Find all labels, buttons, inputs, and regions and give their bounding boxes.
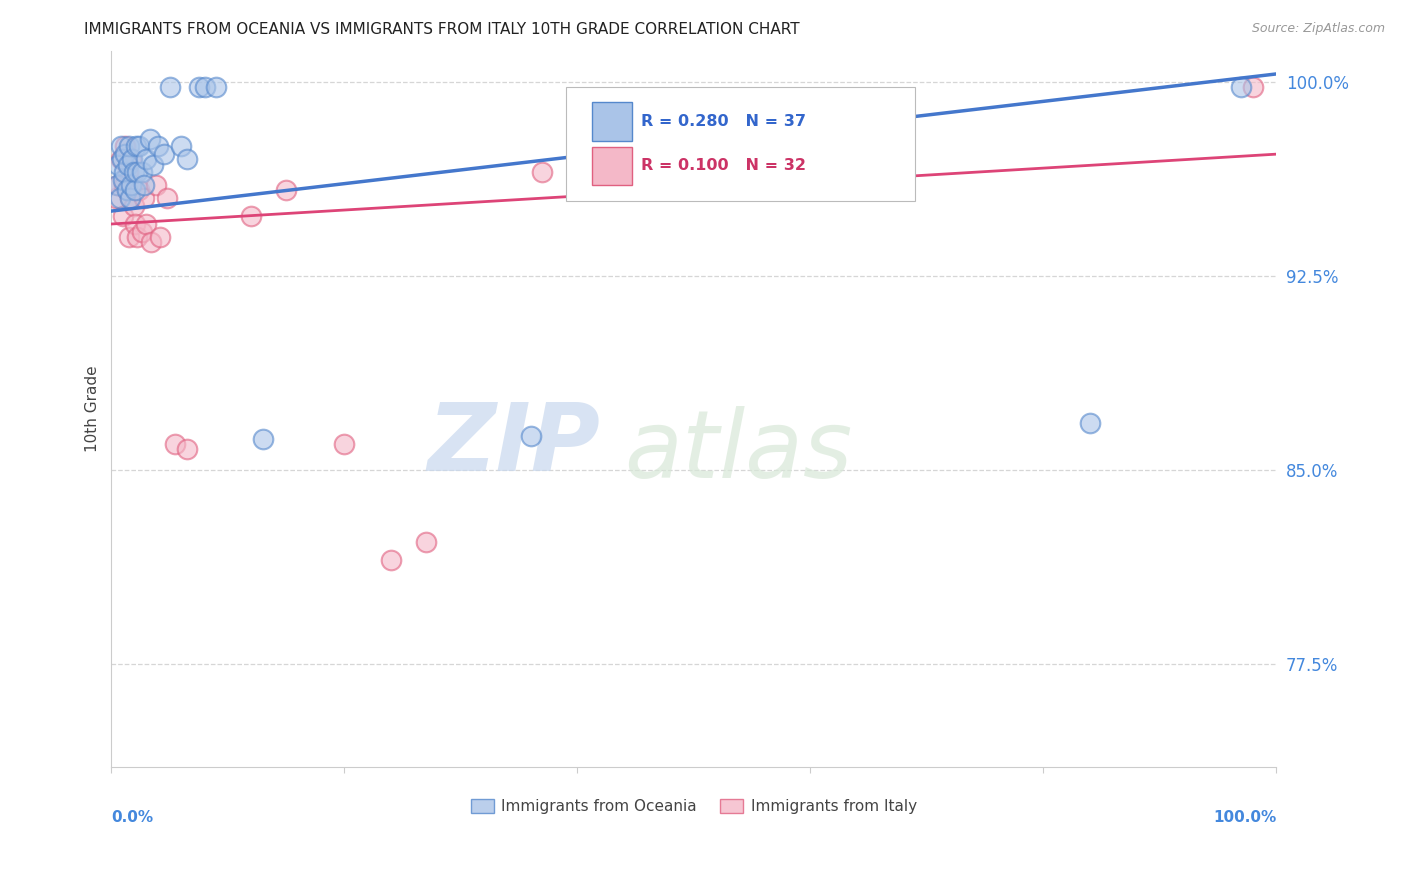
- Point: [117, 157, 139, 171]
- Text: IMMIGRANTS FROM OCEANIA VS IMMIGRANTS FROM ITALY 10TH GRADE CORRELATION CHART: IMMIGRANTS FROM OCEANIA VS IMMIGRANTS FR…: [84, 22, 800, 37]
- Point: [128, 139, 150, 153]
- Point: [125, 165, 148, 179]
- Point: [112, 173, 135, 187]
- Point: [139, 235, 162, 249]
- Point: [121, 153, 143, 167]
- Point: [125, 230, 148, 244]
- Point: [125, 139, 148, 153]
- Point: [1230, 79, 1253, 94]
- Y-axis label: 10th Grade: 10th Grade: [86, 366, 100, 452]
- Point: [118, 230, 141, 244]
- Point: [187, 79, 209, 94]
- Point: [194, 79, 217, 94]
- Legend: Immigrants from Oceania, Immigrants from Italy: Immigrants from Oceania, Immigrants from…: [465, 793, 922, 821]
- Point: [124, 217, 146, 231]
- Point: [1241, 79, 1264, 94]
- Point: [145, 178, 167, 193]
- Point: [153, 147, 176, 161]
- Point: [121, 178, 143, 193]
- Text: Source: ZipAtlas.com: Source: ZipAtlas.com: [1251, 22, 1385, 36]
- Point: [107, 157, 129, 171]
- Point: [117, 165, 139, 179]
- Text: 0.0%: 0.0%: [111, 810, 153, 825]
- Point: [1078, 416, 1101, 430]
- Point: [112, 209, 135, 223]
- Point: [132, 191, 155, 205]
- Point: [176, 442, 198, 456]
- Point: [274, 183, 297, 197]
- Point: [139, 131, 162, 145]
- Point: [132, 178, 155, 193]
- Point: [531, 165, 554, 179]
- Text: R = 0.100   N = 32: R = 0.100 N = 32: [641, 159, 807, 173]
- Point: [110, 139, 132, 153]
- Point: [205, 79, 228, 94]
- Point: [107, 178, 129, 193]
- Point: [142, 157, 165, 171]
- Point: [240, 209, 263, 223]
- Text: R = 0.280   N = 37: R = 0.280 N = 37: [641, 114, 807, 129]
- Point: [176, 153, 198, 167]
- FancyBboxPatch shape: [592, 146, 633, 186]
- Text: ZIP: ZIP: [427, 399, 600, 491]
- Point: [105, 178, 128, 193]
- Point: [131, 225, 153, 239]
- FancyBboxPatch shape: [592, 103, 633, 141]
- Text: 100.0%: 100.0%: [1213, 810, 1277, 825]
- Text: atlas: atlas: [624, 407, 852, 498]
- Point: [122, 165, 145, 179]
- Point: [108, 191, 131, 205]
- Point: [519, 429, 541, 443]
- Point: [105, 191, 128, 205]
- Point: [128, 183, 150, 197]
- Point: [114, 139, 136, 153]
- Point: [120, 153, 142, 167]
- Point: [893, 127, 915, 141]
- FancyBboxPatch shape: [565, 87, 915, 202]
- Point: [415, 535, 437, 549]
- Point: [149, 230, 172, 244]
- Point: [135, 217, 157, 231]
- Point: [110, 153, 132, 167]
- Point: [118, 139, 141, 153]
- Point: [115, 183, 138, 197]
- Point: [159, 79, 181, 94]
- Point: [380, 553, 402, 567]
- Point: [165, 437, 187, 451]
- Point: [118, 191, 141, 205]
- Point: [124, 183, 146, 197]
- Point: [170, 139, 193, 153]
- Point: [156, 191, 179, 205]
- Point: [122, 199, 145, 213]
- Point: [111, 153, 134, 167]
- Point: [146, 139, 169, 153]
- Point: [115, 183, 138, 197]
- Point: [252, 432, 274, 446]
- Point: [118, 191, 141, 205]
- Point: [131, 165, 153, 179]
- Point: [114, 147, 136, 161]
- Point: [135, 153, 157, 167]
- Point: [333, 437, 356, 451]
- Point: [112, 165, 135, 179]
- Point: [120, 178, 142, 193]
- Point: [112, 178, 135, 193]
